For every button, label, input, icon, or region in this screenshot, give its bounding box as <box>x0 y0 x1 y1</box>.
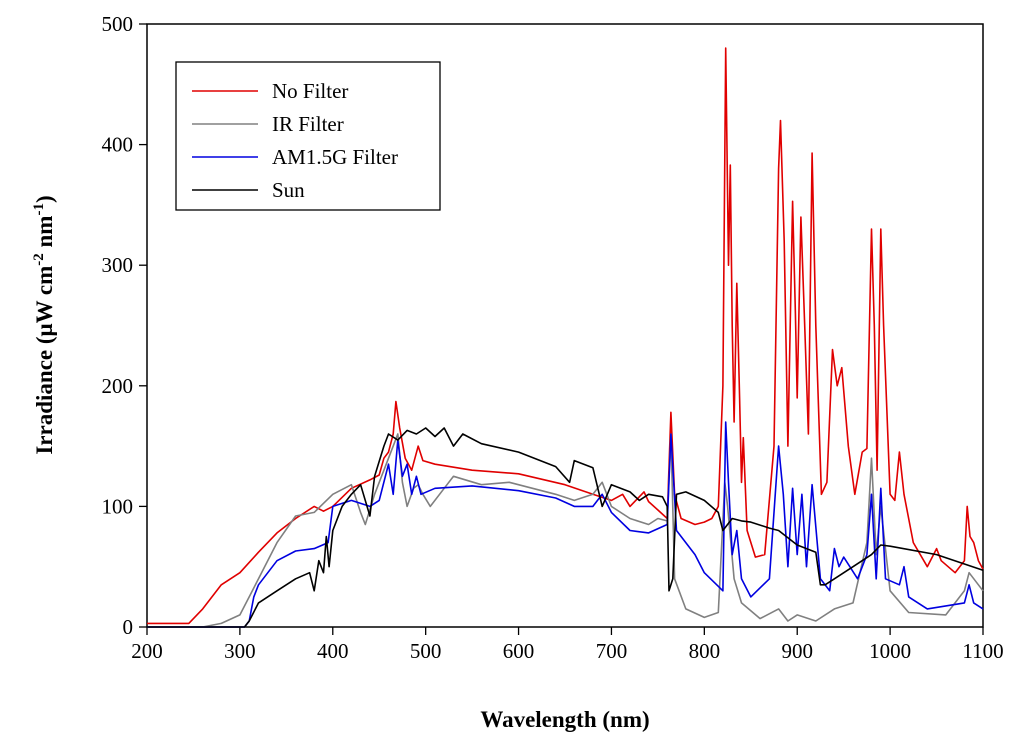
x-tick-label: 700 <box>596 639 628 663</box>
series-line-sun <box>147 427 984 628</box>
plot-frame <box>146 23 984 628</box>
y-tick-label: 0 <box>123 615 134 639</box>
x-tick-label: 1100 <box>962 639 1003 663</box>
y-tick-label: 100 <box>102 494 134 518</box>
x-axis-label: Wavelength (nm) <box>480 707 649 732</box>
x-tick-label: 600 <box>503 639 535 663</box>
series-line-am1-5g-filter <box>147 421 984 628</box>
legend: No Filter IR Filter AM1.5G Filter Sun <box>175 61 441 211</box>
series-line-ir-filter <box>147 433 984 628</box>
y-tick-label: 500 <box>102 12 134 36</box>
x-tick-label: 1000 <box>869 639 911 663</box>
y-tick-label: 200 <box>102 374 134 398</box>
x-tick-label: 400 <box>317 639 349 663</box>
y-tick-label: 300 <box>102 253 134 277</box>
legend-label: No Filter <box>272 79 348 103</box>
x-tick-label: 500 <box>410 639 442 663</box>
legend-label: IR Filter <box>272 112 344 136</box>
y-tick-label: 400 <box>102 133 134 157</box>
x-tick-label: 200 <box>131 639 163 663</box>
legend-label: AM1.5G Filter <box>272 145 398 169</box>
x-tick-label: 300 <box>224 639 256 663</box>
legend-label: Sun <box>272 178 305 202</box>
x-tick-label: 800 <box>689 639 721 663</box>
legend-box <box>175 61 441 211</box>
series-line-no-filter <box>147 47 984 625</box>
y-axis-label: Irradiance (μW cm-2 nm-1) <box>31 195 57 454</box>
x-tick-label: 900 <box>781 639 813 663</box>
